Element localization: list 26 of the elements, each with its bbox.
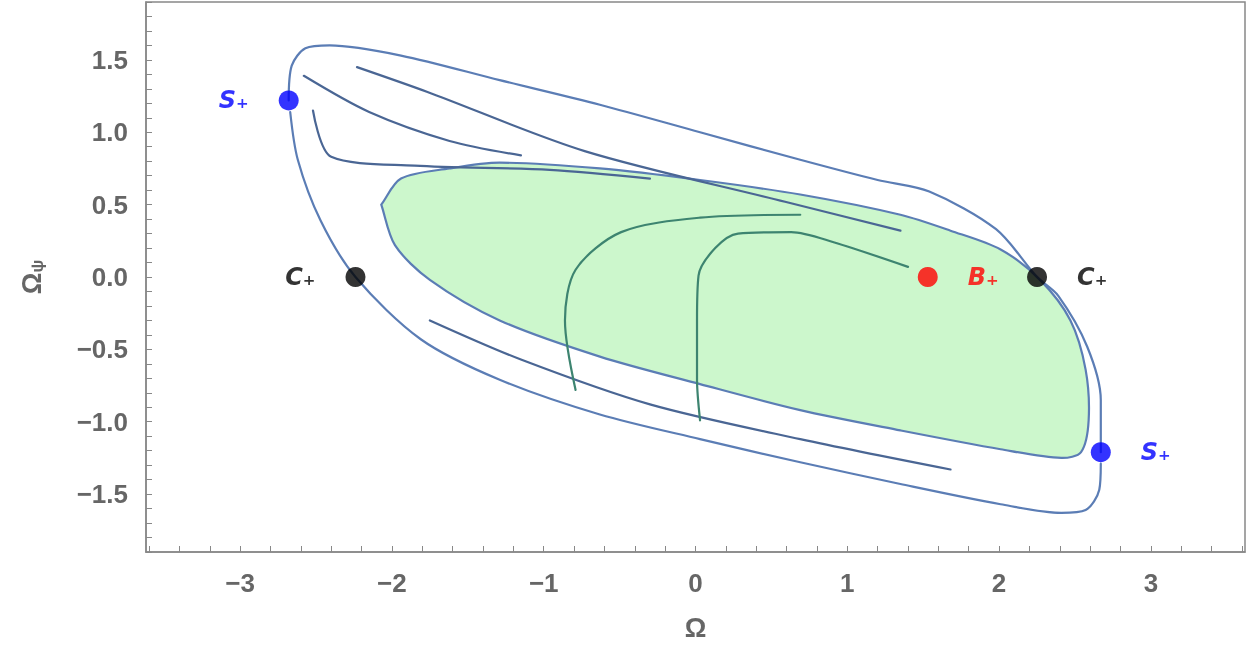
- line-series: [302, 74, 523, 157]
- point: [345, 267, 366, 287]
- y-tick-label: 1.5: [91, 44, 128, 75]
- y-tick-label: 1.0: [91, 117, 128, 148]
- x-tick-label: 0: [688, 568, 703, 598]
- x-axis-title: Ω: [684, 612, 707, 643]
- x-tick-label: 3: [1143, 568, 1159, 598]
- y-tick-label: −1.5: [76, 479, 128, 510]
- y-tick-label: 0.5: [91, 189, 128, 220]
- y-axis-title: Ωψ: [16, 259, 47, 295]
- point: [1090, 442, 1111, 463]
- line-series: [311, 109, 652, 180]
- data-label: C₊: [1077, 263, 1108, 291]
- x-tick-label: −2: [377, 568, 407, 598]
- x-tick-label: −3: [225, 568, 255, 598]
- data-label: C₊: [285, 263, 316, 291]
- point: [278, 90, 299, 111]
- y-tick-label: −0.5: [76, 334, 128, 365]
- data-label: B₊: [967, 263, 999, 291]
- x-tick-label: −1: [528, 568, 559, 598]
- data-label: S₊: [1140, 438, 1171, 467]
- data-label: S₊: [218, 86, 249, 115]
- x-tick-label: 2: [991, 568, 1007, 598]
- y-tick-label: −1.0: [76, 406, 128, 437]
- x-tick-label: 1: [840, 568, 855, 598]
- y-tick-label: 0.0: [91, 262, 128, 292]
